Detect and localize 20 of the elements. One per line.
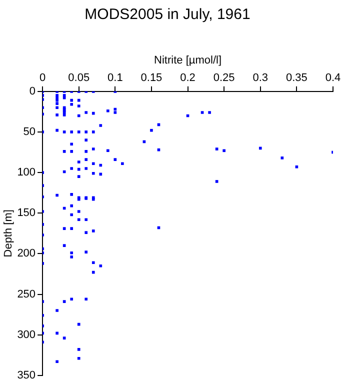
x-axis-title: Nitrite [µmol/l]	[154, 54, 222, 67]
chart-title: MODS2005 in July, 1961	[84, 6, 250, 24]
y-tick-label: 50	[23, 126, 36, 138]
y-tick-label: 150	[17, 207, 36, 220]
x-tick-label: 0	[39, 72, 46, 84]
y-tick-label: 300	[17, 328, 36, 341]
x-tick-label: 0.3	[252, 72, 268, 84]
x-tick-label: 0.2	[180, 72, 196, 84]
x-tick-label: 0.1	[108, 72, 123, 84]
x-tick-label: 0.25	[213, 72, 235, 84]
x-tick-label: 0.4	[325, 72, 341, 84]
y-tick-label: 200	[17, 248, 36, 260]
y-tick-label: 100	[17, 166, 36, 179]
y-tick-label: 250	[17, 288, 36, 300]
y-tick-label: 350	[17, 369, 36, 382]
x-tick-label: 0.05	[68, 72, 90, 84]
y-tick-label: 0	[29, 85, 36, 98]
x-tick-label: 0.35	[286, 72, 308, 84]
x-tick-label: 0.15	[140, 72, 162, 84]
y-axis-title: Depth [m]	[2, 210, 15, 258]
